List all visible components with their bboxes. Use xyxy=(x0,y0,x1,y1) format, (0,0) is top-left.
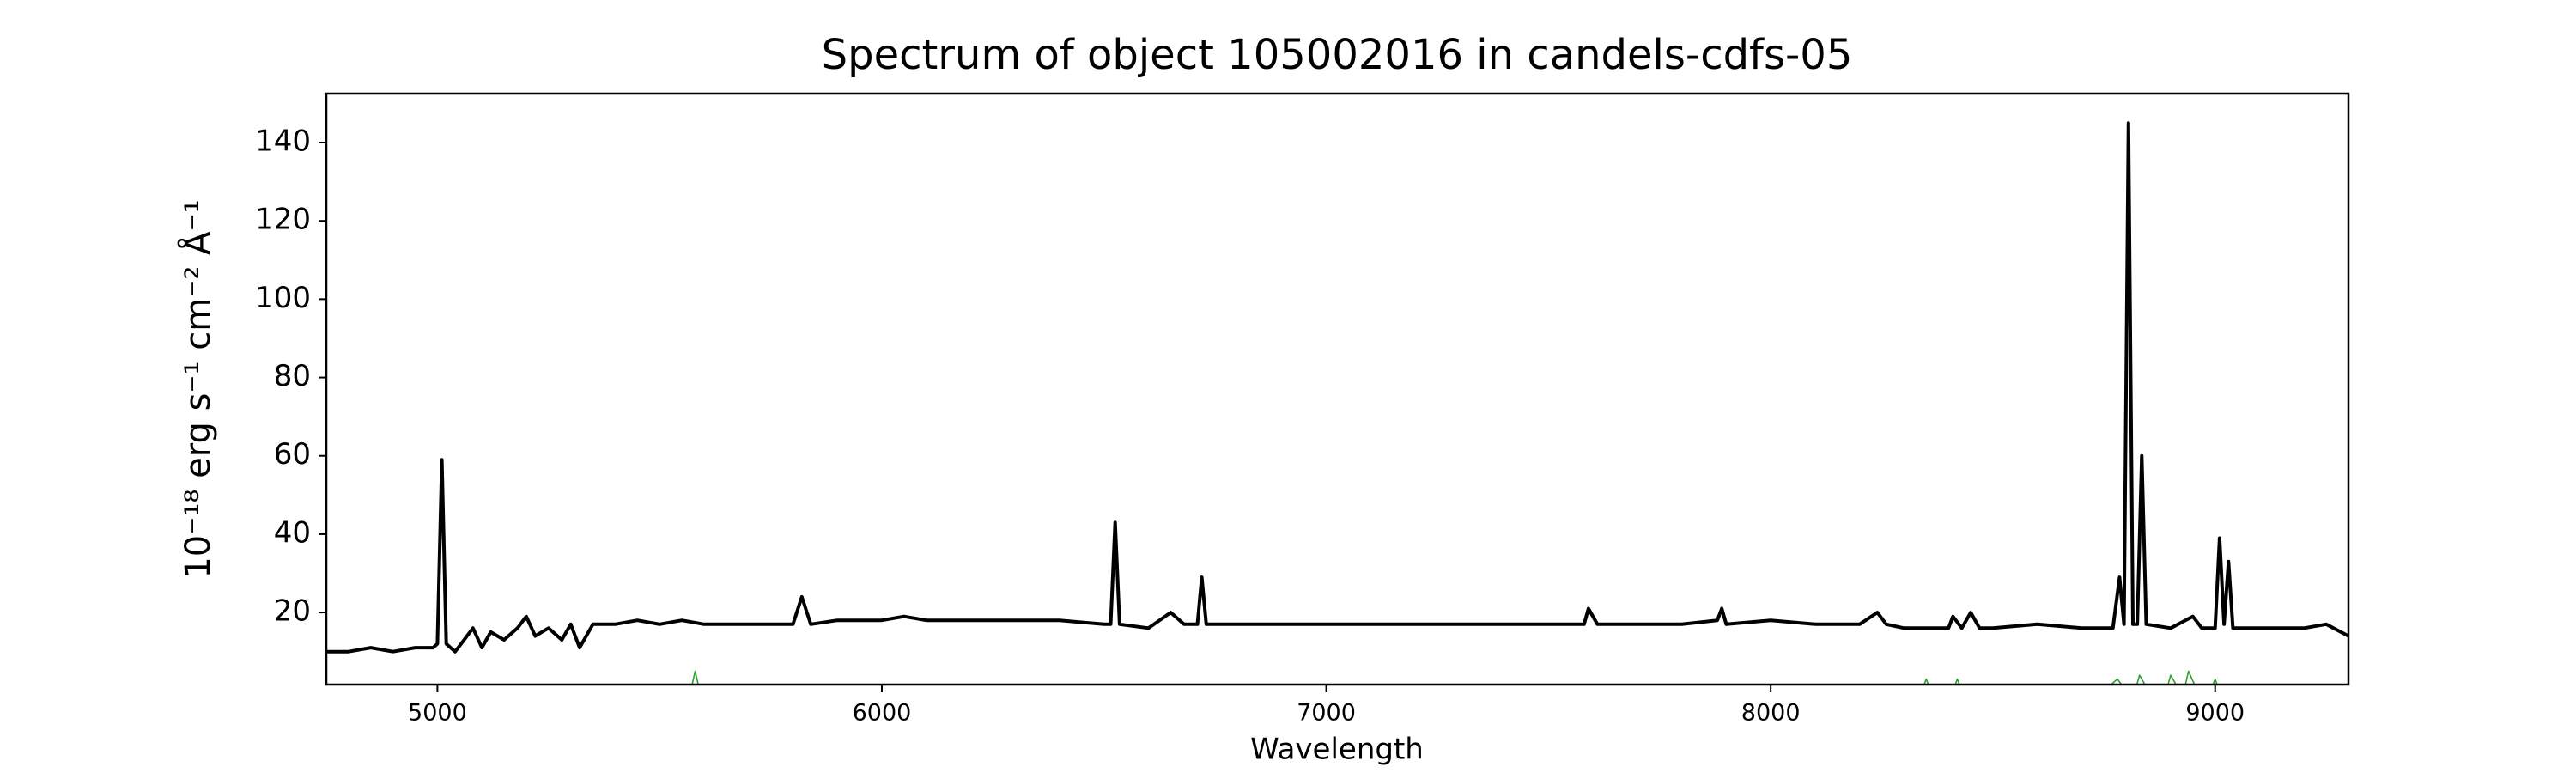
chart-title: Spectrum of object 105002016 in candels-… xyxy=(822,31,1853,79)
x-tick-label: 5000 xyxy=(408,700,467,727)
y-tick-label: 80 xyxy=(274,359,311,393)
y-axis-label: 10⁻¹⁸ erg s⁻¹ cm⁻² Å⁻¹ xyxy=(177,199,218,578)
x-tick-label: 7000 xyxy=(1297,700,1356,727)
spectrum-line xyxy=(326,121,2348,654)
axes-frame xyxy=(325,92,2350,686)
y-tick-label: 120 xyxy=(255,203,311,237)
y-tick-label: 140 xyxy=(255,124,311,158)
plot-area xyxy=(326,121,2348,685)
x-axis-label: Wavelength xyxy=(1250,733,1424,767)
y-tick-label: 20 xyxy=(274,594,311,629)
x-tick-label: 8000 xyxy=(1741,700,1801,727)
spectrum-line xyxy=(691,670,2218,685)
x-tick-label: 9000 xyxy=(2185,700,2245,727)
x-tick-label: 6000 xyxy=(853,700,912,727)
y-tick-label: 40 xyxy=(274,515,311,550)
y-tick-label: 60 xyxy=(274,437,311,472)
y-tick-label: 100 xyxy=(255,281,311,315)
